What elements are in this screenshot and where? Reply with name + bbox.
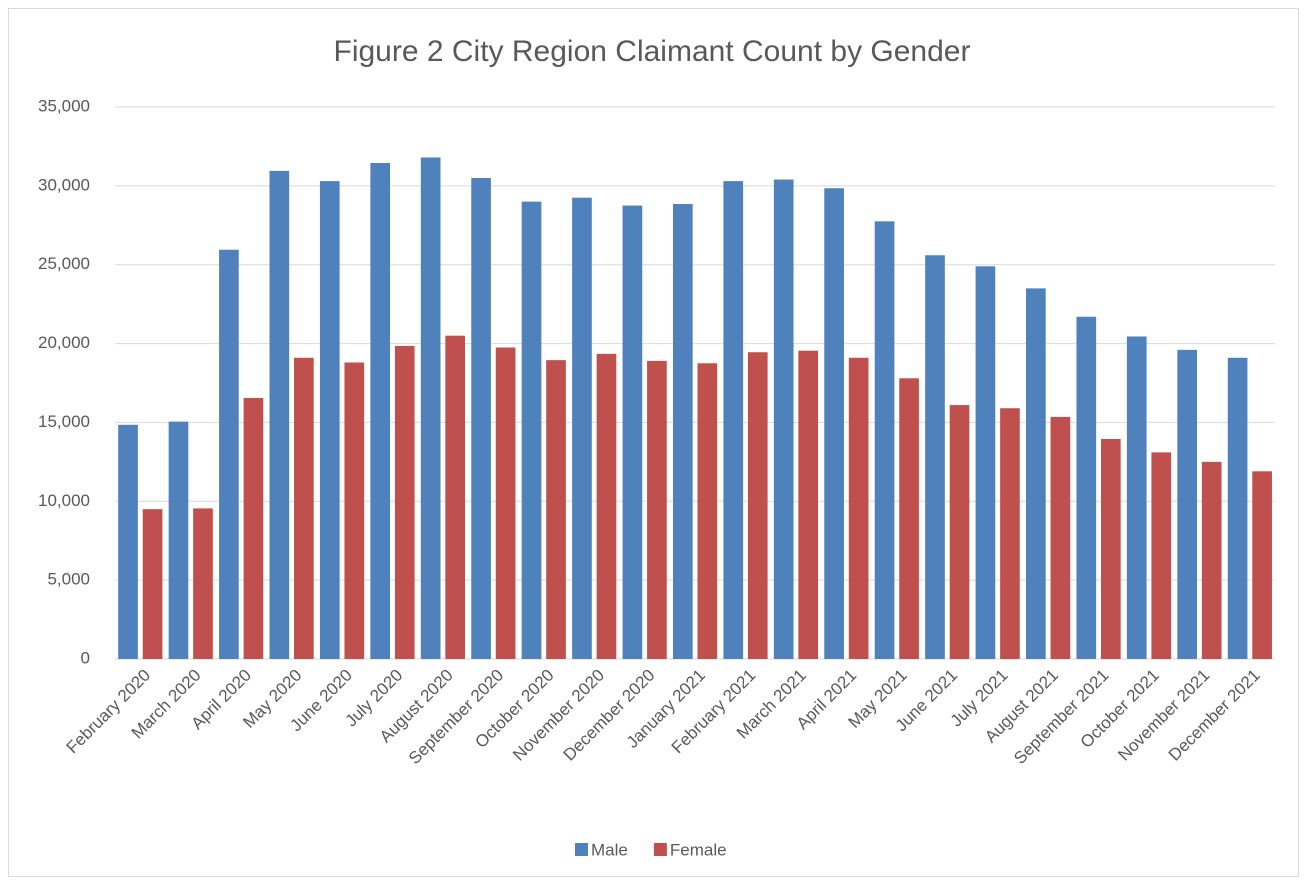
bar [521,201,542,659]
chart-title: Figure 2 City Region Claimant Count by G… [334,35,971,68]
bar [243,397,264,659]
y-tick-label: 25,000 [38,254,90,273]
bar [747,352,768,659]
bar [193,508,213,659]
bar [596,353,617,659]
y-tick-label: 10,000 [38,491,90,510]
bar [975,266,996,659]
bar [1100,438,1121,659]
bar [294,357,314,659]
legend-swatch [575,843,588,856]
bar [546,360,566,659]
y-tick-label: 15,000 [38,412,90,431]
bar [445,335,465,659]
y-tick-label: 30,000 [38,175,90,194]
bar [949,405,970,659]
bar [798,350,819,659]
bar [1050,416,1071,659]
y-tick-label: 5,000 [47,570,90,589]
bar [824,188,844,660]
bar [572,197,592,659]
bar [899,378,919,659]
y-tick-label: 20,000 [38,333,90,352]
bar [495,347,516,659]
bar [1076,316,1097,659]
bar [219,249,239,659]
bar [394,345,415,659]
legend-swatch [653,843,667,856]
bar [1026,288,1046,659]
bar [647,360,667,659]
bar [142,509,163,659]
bar [622,205,643,660]
legend-label: Female [670,840,727,859]
legend-label: Male [591,840,628,859]
bar [269,170,290,660]
bar [1000,408,1020,659]
bar [848,357,869,659]
bar [370,162,391,659]
bar [471,177,491,659]
bar [344,362,365,659]
bar [773,179,794,659]
bar [697,363,718,659]
bar [1201,461,1222,659]
bar [723,181,744,659]
bar [168,421,189,659]
bar [1177,349,1198,659]
bar [1252,471,1272,659]
y-tick-label: 0 [81,648,90,667]
bar [319,181,340,659]
bar [420,157,441,659]
y-tick-label: 35,000 [38,96,90,115]
bar [1126,336,1147,659]
bar [118,424,138,659]
bar [1227,357,1248,659]
bar [925,255,945,659]
bar [672,203,693,659]
bar [874,221,895,660]
bar [1151,452,1172,659]
